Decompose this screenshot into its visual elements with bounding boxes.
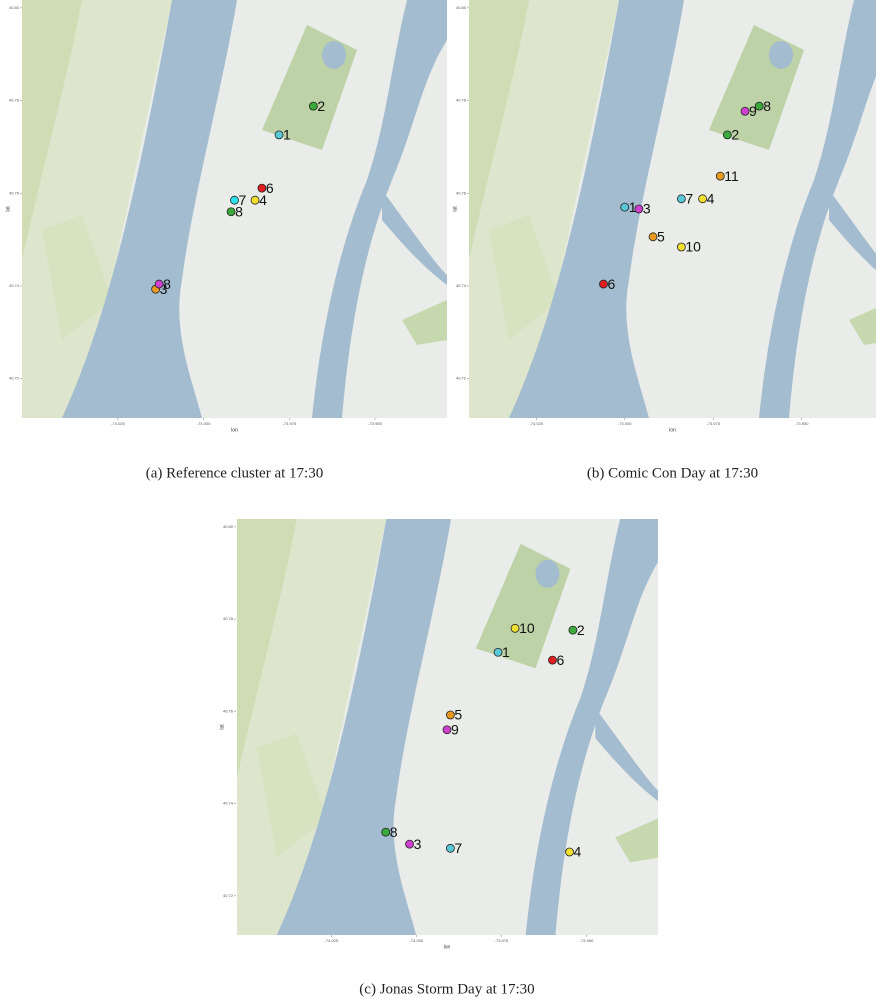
point-label: 9 (451, 721, 459, 737)
point (648, 232, 658, 242)
point-label: 1 (629, 199, 637, 215)
point (446, 710, 455, 720)
point-label: 11 (724, 168, 739, 184)
y-tick-label: 40.80 (456, 5, 467, 10)
y-tick-label: 40.78 (456, 98, 467, 103)
y-axis-label: lat (219, 724, 225, 730)
point-label: 7 (454, 840, 462, 856)
point (250, 195, 260, 205)
point-label: 8 (163, 276, 171, 292)
y-tick-label: 40.72 (9, 376, 20, 381)
point (405, 839, 414, 849)
point (308, 101, 318, 111)
point-label: 5 (454, 707, 462, 723)
x-tick-label: -73.975 (283, 421, 297, 426)
map-view (469, 0, 876, 418)
x-tick-label: -74.025 (529, 421, 543, 426)
point-label: 2 (577, 622, 585, 638)
point (381, 827, 391, 837)
point (634, 204, 644, 214)
point-label: 10 (685, 239, 701, 255)
caption: (c) Jonas Storm Day at 17:30 (359, 981, 534, 997)
point (722, 130, 732, 140)
y-axis-label: lat (452, 206, 458, 212)
x-tick-label: -74.000 (618, 421, 632, 426)
point (493, 647, 503, 657)
x-tick-label: -73.950 (368, 421, 382, 426)
y-tick-label: 40.80 (9, 5, 20, 10)
x-tick-label: -73.975 (706, 421, 720, 426)
x-tick-label: -73.975 (495, 938, 509, 943)
point (510, 623, 520, 633)
point (226, 207, 236, 217)
point-label: 3 (160, 281, 168, 297)
point (698, 194, 707, 204)
x-tick-label: -74.025 (111, 421, 125, 426)
x-axis-label: lon (444, 944, 451, 950)
basemap (469, 0, 876, 418)
point-label: 8 (763, 98, 771, 114)
point-label: 6 (607, 276, 615, 292)
y-tick-label: 40.72 (223, 893, 234, 898)
point (568, 625, 578, 635)
point (754, 101, 764, 111)
point (599, 279, 608, 289)
point-label: 3 (414, 836, 422, 852)
point (676, 242, 686, 252)
point-label: 1 (283, 127, 291, 143)
point-label: 6 (557, 652, 565, 668)
map-panel: -74.025 -74.000 -73.975 -73.950 40.80 40.78 40… (5, 0, 447, 481)
x-axis-label: lon (669, 427, 676, 433)
x-tick-label: -74.025 (325, 938, 339, 943)
y-tick-label: 40.76 (223, 708, 234, 713)
point (740, 106, 750, 116)
y-axis-label: lat (5, 206, 11, 212)
point (274, 130, 284, 140)
point-label: 4 (574, 844, 582, 860)
point (257, 183, 267, 193)
point-label: 4 (259, 192, 267, 208)
point-label: 7 (239, 192, 247, 208)
point-label: 8 (390, 824, 398, 840)
point-label: 4 (707, 191, 715, 207)
point-label: 8 (235, 203, 243, 219)
x-tick-label: -74.000 (197, 421, 211, 426)
point (565, 847, 574, 857)
map-panel: -74.025 -74.000 -73.975 -73.950 40.80 40.78 40… (452, 0, 876, 481)
x-axis-label: lon (231, 427, 238, 433)
point-label: 7 (685, 191, 693, 207)
y-tick-label: 40.76 (9, 190, 20, 195)
x-tick-label: -74.000 (410, 938, 424, 943)
y-tick-label: 40.76 (456, 190, 467, 195)
point-label: 9 (749, 103, 757, 119)
point (715, 171, 725, 181)
x-tick-label: -73.950 (580, 938, 594, 943)
point (230, 195, 239, 205)
point-label: 2 (317, 98, 325, 114)
map-panel: -74.025 -74.000 -73.975 -73.950 40.80 40.78 40… (219, 519, 658, 997)
x-tick-label: -73.950 (795, 421, 809, 426)
point (442, 725, 452, 735)
y-tick-label: 40.74 (456, 283, 467, 288)
y-tick-label: 40.80 (223, 524, 234, 529)
y-tick-label: 40.78 (9, 98, 20, 103)
point (446, 843, 455, 853)
caption: (a) Reference cluster at 17:30 (146, 465, 323, 481)
point (676, 194, 686, 204)
y-tick-label: 40.78 (223, 616, 234, 621)
point-label: 3 (643, 201, 651, 217)
point-label: 1 (502, 644, 510, 660)
point (548, 655, 557, 665)
y-tick-label: 40.72 (456, 376, 467, 381)
point-label: 6 (266, 180, 274, 196)
y-tick-label: 40.74 (223, 801, 234, 806)
y-tick-label: 40.74 (9, 283, 20, 288)
point-label: 5 (657, 229, 665, 245)
point-label: 2 (731, 127, 739, 143)
point (154, 279, 164, 289)
caption: (b) Comic Con Day at 17:30 (587, 465, 758, 481)
point-label: 10 (519, 620, 535, 636)
point (620, 202, 630, 212)
